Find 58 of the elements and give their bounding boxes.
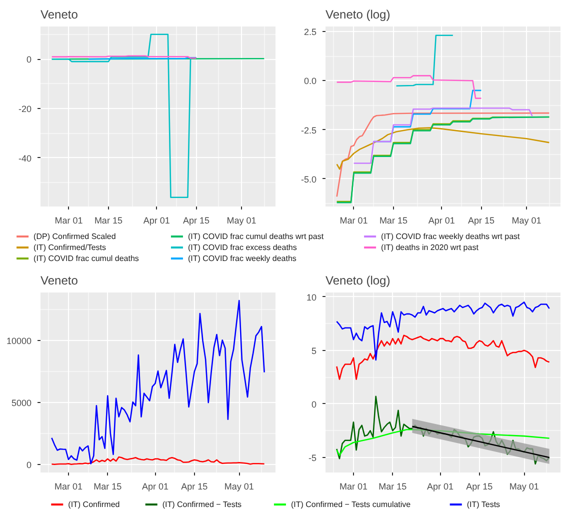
y-tick-label: 0.0 bbox=[304, 76, 317, 86]
x-tick-label: Apr 01 bbox=[142, 482, 168, 492]
x-tick-label: Mar 01 bbox=[54, 216, 83, 226]
y-tick-label: 0 bbox=[26, 460, 32, 470]
line-series bbox=[336, 334, 550, 380]
x-tick-label: Apr 15 bbox=[182, 216, 210, 226]
x-tick-label: May 01 bbox=[512, 216, 542, 226]
line-series bbox=[336, 75, 482, 99]
line-series bbox=[51, 300, 265, 464]
legend-label: (DP) Confirmed Scaled bbox=[34, 232, 116, 241]
x-tick-label: Mar 01 bbox=[340, 216, 368, 226]
legend-label: (IT) Tests bbox=[466, 500, 500, 509]
y-tick-label: 5000 bbox=[11, 398, 32, 408]
line-series bbox=[396, 34, 454, 87]
legend-label: (IT) Confirmed − Tests bbox=[162, 500, 242, 509]
x-tick-label: Mar 01 bbox=[54, 482, 82, 492]
x-tick-label: Mar 01 bbox=[339, 482, 368, 492]
y-tick-label: -40 bbox=[18, 153, 32, 164]
legend-label: (IT) deaths in 2020 wrt past bbox=[381, 243, 480, 252]
x-tick-label: Mar 15 bbox=[378, 482, 407, 492]
y-tick-label: 10000 bbox=[6, 336, 32, 346]
x-tick-label: Apr 15 bbox=[468, 216, 494, 226]
legend-label: (IT) COVID frac cumul deaths bbox=[34, 254, 139, 263]
y-tick-label: 0 bbox=[26, 54, 32, 65]
x-tick-label: Mar 15 bbox=[94, 482, 122, 492]
y-tick-label: 2.5 bbox=[304, 26, 317, 37]
line-series bbox=[51, 456, 265, 465]
x-tick-label: May 01 bbox=[226, 216, 256, 226]
chart-title: Veneto (log) bbox=[326, 274, 390, 288]
y-tick-label: -5.0 bbox=[300, 174, 317, 184]
chart-title: Veneto bbox=[40, 8, 78, 22]
y-tick-label: 0 bbox=[311, 399, 317, 410]
y-tick-label: -2.5 bbox=[300, 125, 317, 136]
chart-title: Veneto bbox=[40, 274, 78, 288]
x-tick-label: Mar 15 bbox=[379, 216, 408, 226]
x-tick-label: Apr 01 bbox=[143, 216, 170, 226]
line-series bbox=[336, 127, 550, 170]
line-series bbox=[353, 107, 533, 164]
legend-label: (IT) COVID frac cumul deaths wrt past bbox=[188, 232, 324, 241]
legend-label: (IT) Confirmed − Tests cumulative bbox=[290, 500, 412, 509]
x-tick-label: May 01 bbox=[509, 482, 539, 492]
y-tick-label: -20 bbox=[18, 104, 32, 114]
x-tick-label: Mar 15 bbox=[94, 216, 122, 226]
legend-label: (IT) COVID frac excess deaths bbox=[188, 243, 297, 252]
legend-label: (IT) Confirmed bbox=[68, 500, 120, 509]
chart-title: Veneto (log) bbox=[326, 8, 390, 22]
x-tick-label: May 01 bbox=[224, 482, 254, 492]
legend-label: (IT) COVID frac weekly deaths bbox=[188, 254, 296, 263]
y-tick-label: 5 bbox=[311, 346, 317, 356]
x-tick-label: Apr 01 bbox=[426, 482, 454, 492]
x-tick-label: Apr 01 bbox=[428, 216, 455, 226]
y-tick-label: 10 bbox=[306, 292, 317, 302]
x-tick-label: Apr 15 bbox=[466, 482, 493, 492]
legend-label: (IT) Confirmed/Tests bbox=[34, 243, 106, 252]
x-tick-label: Apr 15 bbox=[181, 482, 208, 492]
line-series bbox=[336, 301, 550, 361]
y-tick-label: -5 bbox=[308, 453, 317, 463]
legend-label: (IT) COVID frac weekly deaths wrt past bbox=[381, 232, 521, 241]
